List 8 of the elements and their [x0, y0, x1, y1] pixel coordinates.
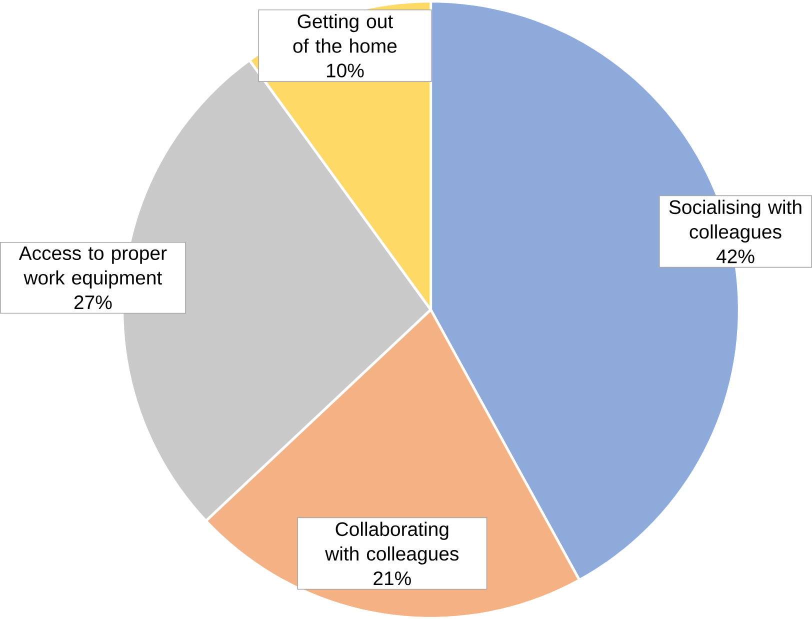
slice-label: Getting out of the home	[293, 14, 397, 53]
slice-label: Socialising with colleagues	[669, 200, 802, 242]
data-label: 10%	[326, 63, 364, 78]
slice-label: Collaborating with colleagues	[325, 522, 458, 564]
slice-label: Access to proper work equipment	[18, 246, 167, 288]
data-label: 21%	[374, 571, 411, 585]
data-label: 27%	[74, 295, 112, 309]
data-label: 42%	[716, 249, 754, 263]
